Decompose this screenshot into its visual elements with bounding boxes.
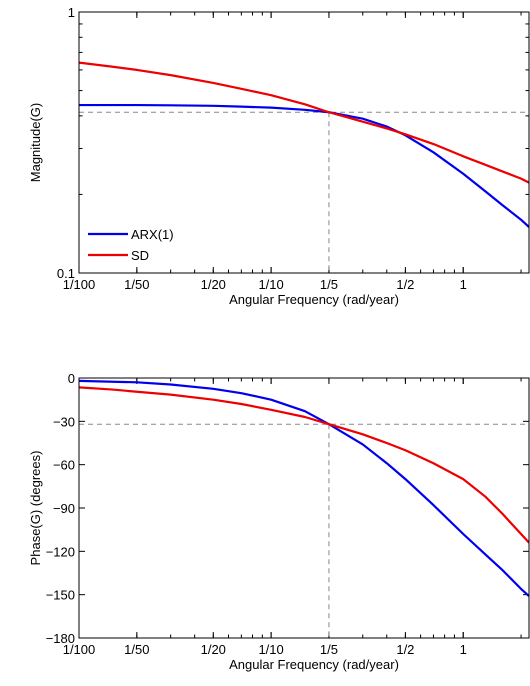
series-line-arx1 bbox=[79, 103, 529, 228]
phase-panel: 1/100 1/50 1/20 1/10 1/5 1/2 1 0 −30 −60 −90 −120 −… bbox=[28, 371, 530, 672]
magnitude-x-tick-labels: 1/100 1/50 1/20 1/10 1/5 1/2 1 bbox=[63, 277, 467, 292]
x-tick-label: 1/20 bbox=[201, 642, 226, 657]
x-tick-label: 1/2 bbox=[396, 642, 414, 657]
series-line-sd bbox=[79, 61, 529, 184]
magnitude-plot-frame bbox=[78, 11, 530, 274]
phase-y-axis-label: Phase(G) (degrees) bbox=[28, 451, 43, 566]
x-tick-label: 1/100 bbox=[63, 277, 96, 292]
phase-plot-frame bbox=[78, 377, 530, 639]
magnitude-reference-lines bbox=[79, 111, 529, 273]
magnitude-y-axis-label: Magnitude(G) bbox=[28, 103, 43, 182]
magnitude-y-tick-labels: 0.11 bbox=[57, 5, 75, 281]
legend-label-arx1: ARX(1) bbox=[131, 227, 174, 242]
legend-label-sd: SD bbox=[131, 248, 149, 263]
y-tick-label: 0.1 bbox=[57, 266, 75, 281]
x-tick-label: 1 bbox=[460, 277, 467, 292]
y-tick-label: −30 bbox=[53, 414, 75, 429]
y-tick-label: −90 bbox=[53, 501, 75, 516]
y-tick-label: −120 bbox=[46, 544, 75, 559]
series-line-sd bbox=[79, 386, 529, 544]
magnitude-series bbox=[79, 61, 529, 228]
x-tick-label: 1 bbox=[460, 642, 467, 657]
magnitude-panel: 1/100 1/50 1/20 1/10 1/5 1/2 1 0.11 Angular Fr… bbox=[28, 5, 530, 307]
x-tick-label: 1/5 bbox=[320, 277, 338, 292]
y-tick-label: −60 bbox=[53, 458, 75, 473]
y-tick-label: 0 bbox=[68, 371, 75, 386]
magnitude-x-axis-label: Angular Frequency (rad/year) bbox=[229, 292, 399, 307]
magnitude-ticks bbox=[78, 11, 529, 274]
phase-y-tick-labels: 0 −30 −60 −90 −120 −150 −180 bbox=[46, 371, 75, 646]
x-tick-label: 1/20 bbox=[201, 277, 226, 292]
x-tick-label: 1/10 bbox=[258, 642, 283, 657]
x-tick-label: 1/2 bbox=[396, 277, 414, 292]
x-tick-label: 1/10 bbox=[258, 277, 283, 292]
series-line-arx1 bbox=[79, 379, 529, 597]
y-tick-label: −180 bbox=[46, 631, 75, 646]
y-tick-label: −150 bbox=[46, 588, 75, 603]
x-tick-label: 1/5 bbox=[320, 642, 338, 657]
phase-series bbox=[79, 379, 529, 597]
x-tick-label: 1/50 bbox=[124, 277, 149, 292]
phase-x-tick-labels: 1/100 1/50 1/20 1/10 1/5 1/2 1 bbox=[63, 642, 467, 657]
x-tick-label: 1/50 bbox=[124, 642, 149, 657]
phase-reference-lines bbox=[79, 423, 529, 638]
x-tick-label: 1/100 bbox=[63, 642, 96, 657]
y-tick-label: 1 bbox=[68, 5, 75, 20]
phase-x-axis-label: Angular Frequency (rad/year) bbox=[229, 657, 399, 672]
legend: ARX(1) SD bbox=[88, 227, 174, 263]
phase-ticks bbox=[78, 377, 529, 639]
